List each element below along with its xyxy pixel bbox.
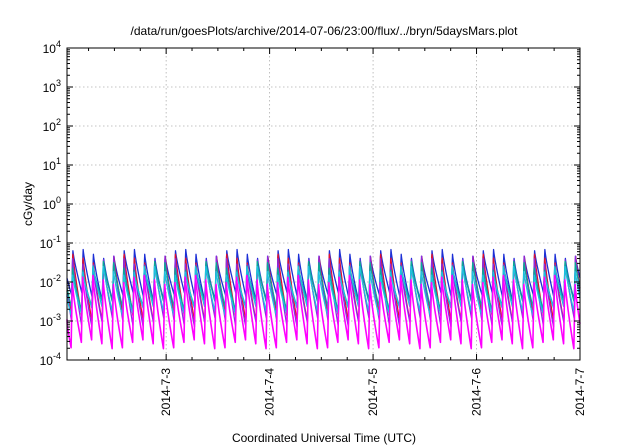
- y-tick-label: 10-3: [40, 312, 61, 329]
- series-line: [66, 274, 581, 350]
- y-tick-label: 103: [43, 78, 61, 95]
- y-tick-label: 10-1: [40, 234, 61, 251]
- y-tick-label: 10-2: [40, 273, 61, 290]
- y-tick-label: 104: [43, 39, 61, 56]
- x-tick-label: 2014-7-4: [263, 368, 277, 416]
- y-tick-label: 101: [43, 156, 61, 173]
- x-tick-label: 2014-7-6: [470, 368, 484, 416]
- grid-lines: [67, 48, 580, 360]
- x-tick-label: 2014-7-5: [366, 368, 380, 416]
- y-axis-label: cGy/day: [21, 182, 35, 226]
- y-tick-label: 100: [43, 195, 61, 212]
- chart-title: /data/run/goesPlots/archive/2014-07-06/2…: [131, 24, 519, 38]
- y-axis-ticks: 10-4 10-3 10-2 10-1 100 101 102 103 104: [40, 39, 580, 368]
- x-axis-label: Coordinated Universal Time (UTC): [232, 431, 416, 445]
- series-line: [66, 265, 581, 316]
- x-tick-label: 2014-7-7: [573, 368, 587, 416]
- y-tick-label: 10-4: [40, 351, 61, 368]
- x-tick-label: 2014-7-3: [159, 368, 173, 416]
- series-group: [66, 248, 581, 350]
- x-axis-ticks: 2014-7-3 2014-7-4 2014-7-5 2014-7-6 2014-7-7: [88, 48, 587, 416]
- y-tick-label: 102: [43, 117, 61, 134]
